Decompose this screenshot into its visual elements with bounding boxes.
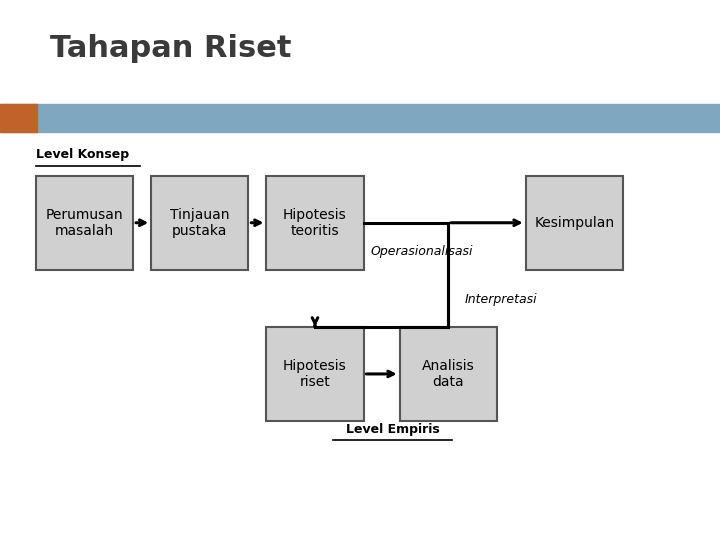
Text: Hipotesis
teoritis: Hipotesis teoritis — [283, 208, 347, 238]
FancyBboxPatch shape — [151, 176, 248, 270]
FancyBboxPatch shape — [266, 327, 364, 421]
FancyBboxPatch shape — [36, 176, 133, 270]
Text: Level Konsep: Level Konsep — [36, 148, 129, 161]
FancyBboxPatch shape — [266, 176, 364, 270]
Text: Operasionalisasi: Operasionalisasi — [371, 245, 473, 258]
Text: Perumusan
masalah: Perumusan masalah — [46, 208, 123, 238]
FancyBboxPatch shape — [400, 327, 497, 421]
Text: Kesimpulan: Kesimpulan — [534, 216, 614, 229]
Text: Level Empiris: Level Empiris — [346, 423, 439, 436]
Text: Analisis
data: Analisis data — [422, 359, 474, 389]
Text: Tinjauan
pustaka: Tinjauan pustaka — [170, 208, 230, 238]
FancyBboxPatch shape — [526, 176, 623, 270]
Bar — [0, 104, 37, 132]
Text: Hipotesis
riset: Hipotesis riset — [283, 359, 347, 389]
Text: Interpretasi: Interpretasi — [464, 293, 537, 306]
Bar — [0, 104, 720, 132]
Text: Tahapan Riset: Tahapan Riset — [50, 34, 292, 63]
